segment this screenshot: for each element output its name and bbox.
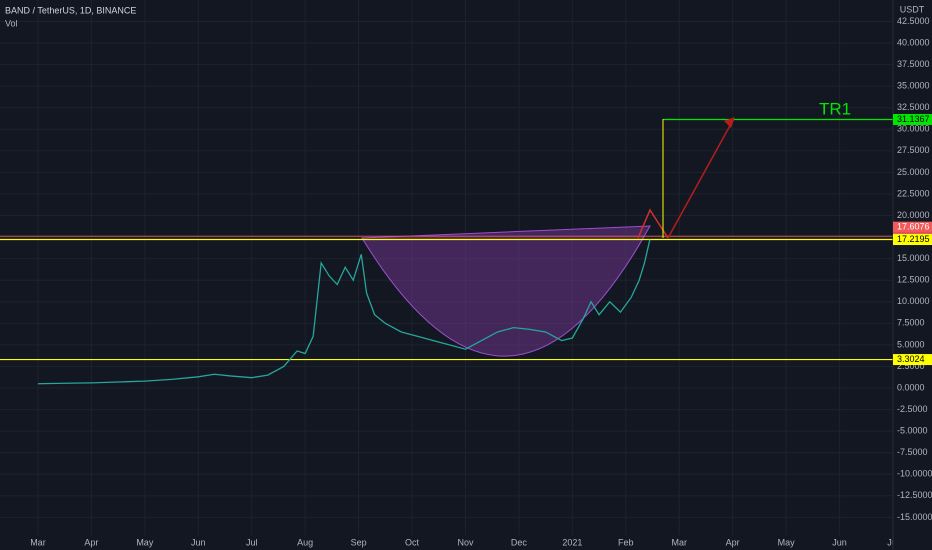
target-label: TR1 (819, 99, 851, 118)
y-tick-label: 5.0000 (897, 339, 925, 349)
price-label: 3.3024 (897, 354, 925, 364)
price-label-box (893, 113, 932, 125)
y-tick-label: -5.0000 (897, 426, 928, 436)
x-tick-label: Jun (191, 537, 206, 547)
x-tick-label: Apr (84, 537, 98, 547)
y-tick-label: 30.0000 (897, 124, 930, 134)
x-tick-label: May (778, 537, 796, 547)
y-tick-label: 37.5000 (897, 59, 930, 69)
price-label-box (893, 354, 932, 366)
y-tick-label: 27.5000 (897, 145, 930, 155)
y-tick-label: 20.0000 (897, 210, 930, 220)
x-tick-label: 2021 (562, 537, 582, 547)
cup-pattern (361, 225, 651, 357)
price-label-box (893, 221, 932, 233)
y-tick-label: 12.5000 (897, 275, 930, 285)
x-tick-label: Dec (511, 537, 528, 547)
y-tick-label: 10.0000 (897, 296, 930, 306)
y-tick-label: -15.0000 (897, 512, 932, 522)
y-tick-label: 32.5000 (897, 102, 930, 112)
arrow-head (724, 117, 735, 128)
x-tick-label: Apr (726, 537, 740, 547)
y-tick-label: 25.0000 (897, 167, 930, 177)
y-tick-label: 35.0000 (897, 81, 930, 91)
target-arrow (667, 121, 733, 239)
y-tick-label: -2.5000 (897, 404, 928, 414)
x-tick-label: Sep (351, 537, 367, 547)
axis-unit: USDT (900, 4, 925, 14)
price-label: 31.1367 (897, 114, 930, 124)
x-tick-label: Mar (671, 537, 687, 547)
x-tick-label: Mar (30, 537, 46, 547)
x-tick-label: Oct (405, 537, 420, 547)
breakout-drawing (637, 208, 669, 239)
y-tick-label: -7.5000 (897, 447, 928, 457)
y-tick-label: 15.0000 (897, 253, 930, 263)
y-tick-label: 22.5000 (897, 188, 930, 198)
x-tick-label: Aug (297, 537, 313, 547)
price-label-box (893, 234, 932, 246)
volume-label: Vol (5, 18, 18, 28)
symbol-title: BAND / TetherUS, 1D, BINANCE (5, 5, 136, 15)
y-tick-label: -10.0000 (897, 469, 932, 479)
x-tick-label: Nov (457, 537, 474, 547)
y-tick-label: -12.5000 (897, 490, 932, 500)
x-tick-label: May (136, 537, 154, 547)
price-axis (893, 0, 932, 550)
price-label: 17.2195 (897, 234, 930, 244)
x-tick-label: Jul (246, 537, 258, 547)
price-label: 17.6076 (897, 222, 930, 232)
x-tick-label: Jun (832, 537, 847, 547)
x-tick-label: Feb (618, 537, 634, 547)
price-line (37, 239, 651, 385)
y-tick-label: 40.0000 (897, 37, 930, 47)
y-tick-label: 42.5000 (897, 16, 930, 26)
y-tick-label: 7.5000 (897, 318, 925, 328)
y-tick-label: 2.5000 (897, 361, 925, 371)
y-tick-label: 0.0000 (897, 382, 925, 392)
